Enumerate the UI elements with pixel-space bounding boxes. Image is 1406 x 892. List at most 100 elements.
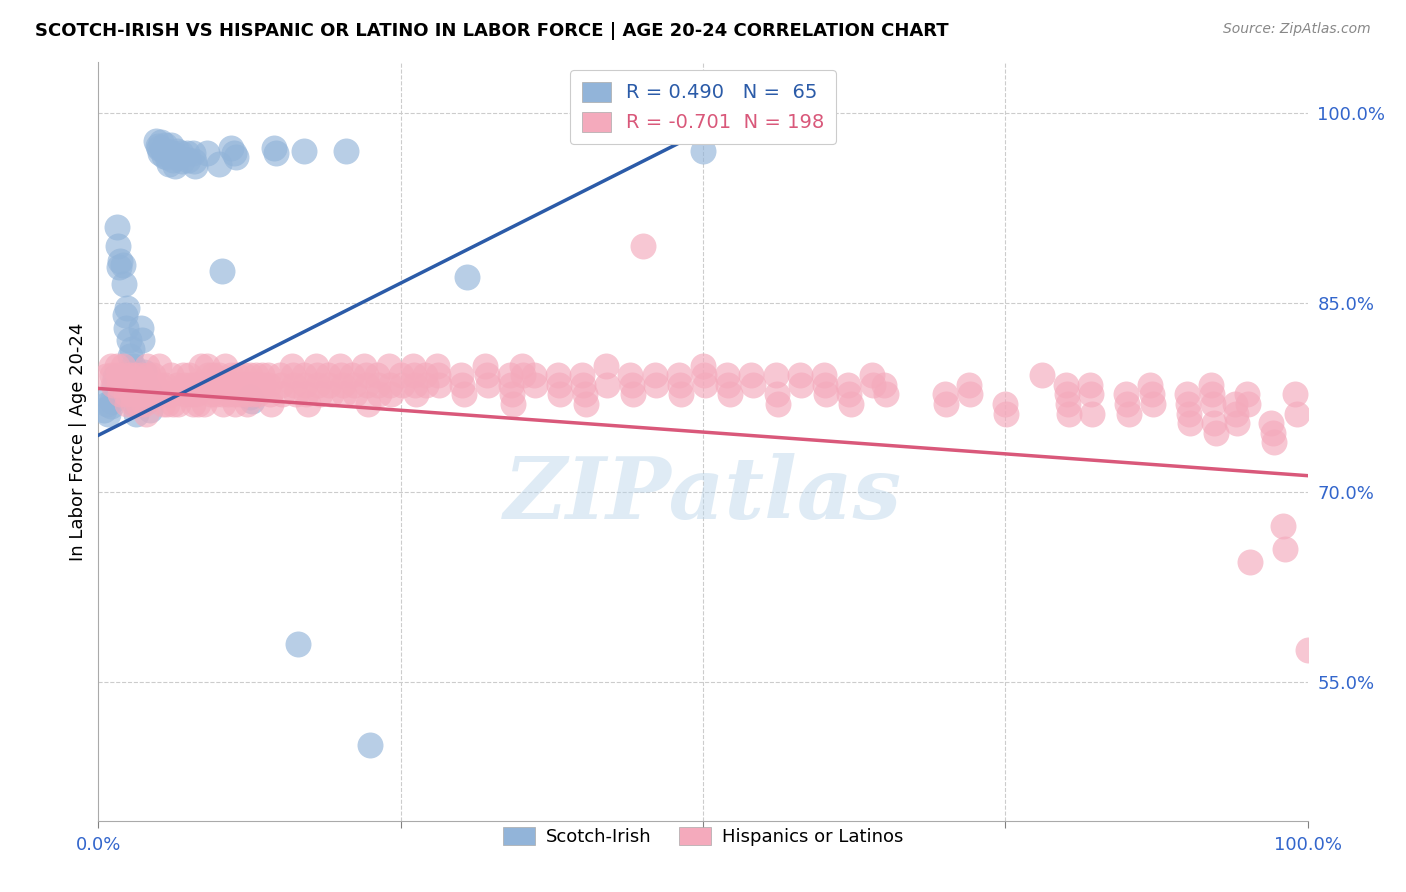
Point: [959, 386, 981, 401]
Point: [391, 377, 413, 392]
Point: [295, 386, 318, 401]
Point: [131, 334, 153, 348]
Point: [307, 368, 329, 382]
Point: [103, 379, 125, 393]
Point: [179, 368, 201, 382]
Point: [134, 365, 156, 379]
Point: [245, 368, 267, 382]
Point: [160, 146, 183, 161]
Point: [741, 377, 763, 392]
Point: [368, 386, 391, 401]
Point: [187, 396, 209, 410]
Point: [862, 377, 884, 392]
Text: 0.0%: 0.0%: [76, 836, 121, 854]
Point: [174, 386, 197, 401]
Point: [1056, 386, 1078, 401]
Point: [224, 396, 246, 410]
Point: [209, 377, 232, 392]
Point: [250, 368, 273, 382]
Point: [815, 386, 838, 401]
Point: [860, 368, 883, 382]
Point: [935, 396, 957, 410]
Point: [360, 738, 382, 752]
Point: [228, 377, 250, 392]
Point: [790, 377, 813, 392]
Point: [378, 377, 401, 392]
Point: [108, 260, 131, 275]
Point: [413, 368, 436, 382]
Point: [765, 368, 787, 382]
Point: [239, 390, 262, 404]
Point: [221, 141, 243, 155]
Point: [163, 159, 186, 173]
Point: [135, 377, 157, 392]
Point: [173, 377, 195, 392]
Point: [402, 368, 425, 382]
Point: [668, 368, 690, 382]
Point: [112, 277, 135, 291]
Point: [146, 139, 169, 153]
Point: [367, 377, 389, 392]
Point: [256, 368, 278, 382]
Point: [181, 146, 204, 161]
Point: [221, 377, 243, 392]
Point: [100, 359, 122, 373]
Point: [138, 377, 160, 392]
Point: [292, 144, 315, 158]
Point: [595, 359, 617, 373]
Point: [148, 141, 170, 155]
Point: [308, 386, 330, 401]
Point: [222, 386, 245, 401]
Point: [200, 386, 222, 401]
Point: [740, 368, 762, 382]
Point: [132, 386, 155, 401]
Point: [172, 368, 194, 382]
Point: [108, 377, 131, 392]
Point: [1284, 386, 1306, 401]
Point: [122, 396, 145, 410]
Point: [1239, 555, 1261, 569]
Point: [366, 368, 388, 382]
Point: [499, 377, 522, 392]
Point: [225, 150, 247, 164]
Point: [342, 368, 364, 382]
Point: [270, 377, 292, 392]
Point: [152, 396, 174, 410]
Point: [236, 396, 259, 410]
Point: [1202, 396, 1225, 410]
Point: [330, 368, 353, 382]
Point: [1177, 396, 1199, 410]
Point: [957, 377, 980, 392]
Text: Source: ZipAtlas.com: Source: ZipAtlas.com: [1223, 22, 1371, 37]
Point: [195, 146, 218, 161]
Point: [167, 150, 190, 164]
Point: [281, 359, 304, 373]
Point: [186, 386, 208, 401]
Point: [148, 359, 170, 373]
Point: [195, 359, 218, 373]
Point: [162, 153, 184, 167]
Point: [377, 359, 399, 373]
Point: [152, 149, 174, 163]
Point: [620, 377, 643, 392]
Point: [100, 399, 122, 413]
Point: [222, 146, 245, 161]
Point: [107, 238, 129, 252]
Point: [260, 396, 283, 410]
Point: [389, 368, 412, 382]
Point: [226, 368, 249, 382]
Point: [152, 143, 174, 157]
Point: [1204, 416, 1226, 430]
Point: [167, 396, 190, 410]
Point: [873, 377, 896, 392]
Point: [429, 377, 451, 392]
Point: [208, 156, 231, 170]
Point: [135, 359, 157, 373]
Point: [198, 377, 221, 392]
Point: [100, 394, 122, 409]
Point: [156, 396, 179, 410]
Point: [135, 394, 157, 409]
Point: [96, 396, 118, 410]
Point: [1199, 377, 1222, 392]
Point: [97, 407, 120, 421]
